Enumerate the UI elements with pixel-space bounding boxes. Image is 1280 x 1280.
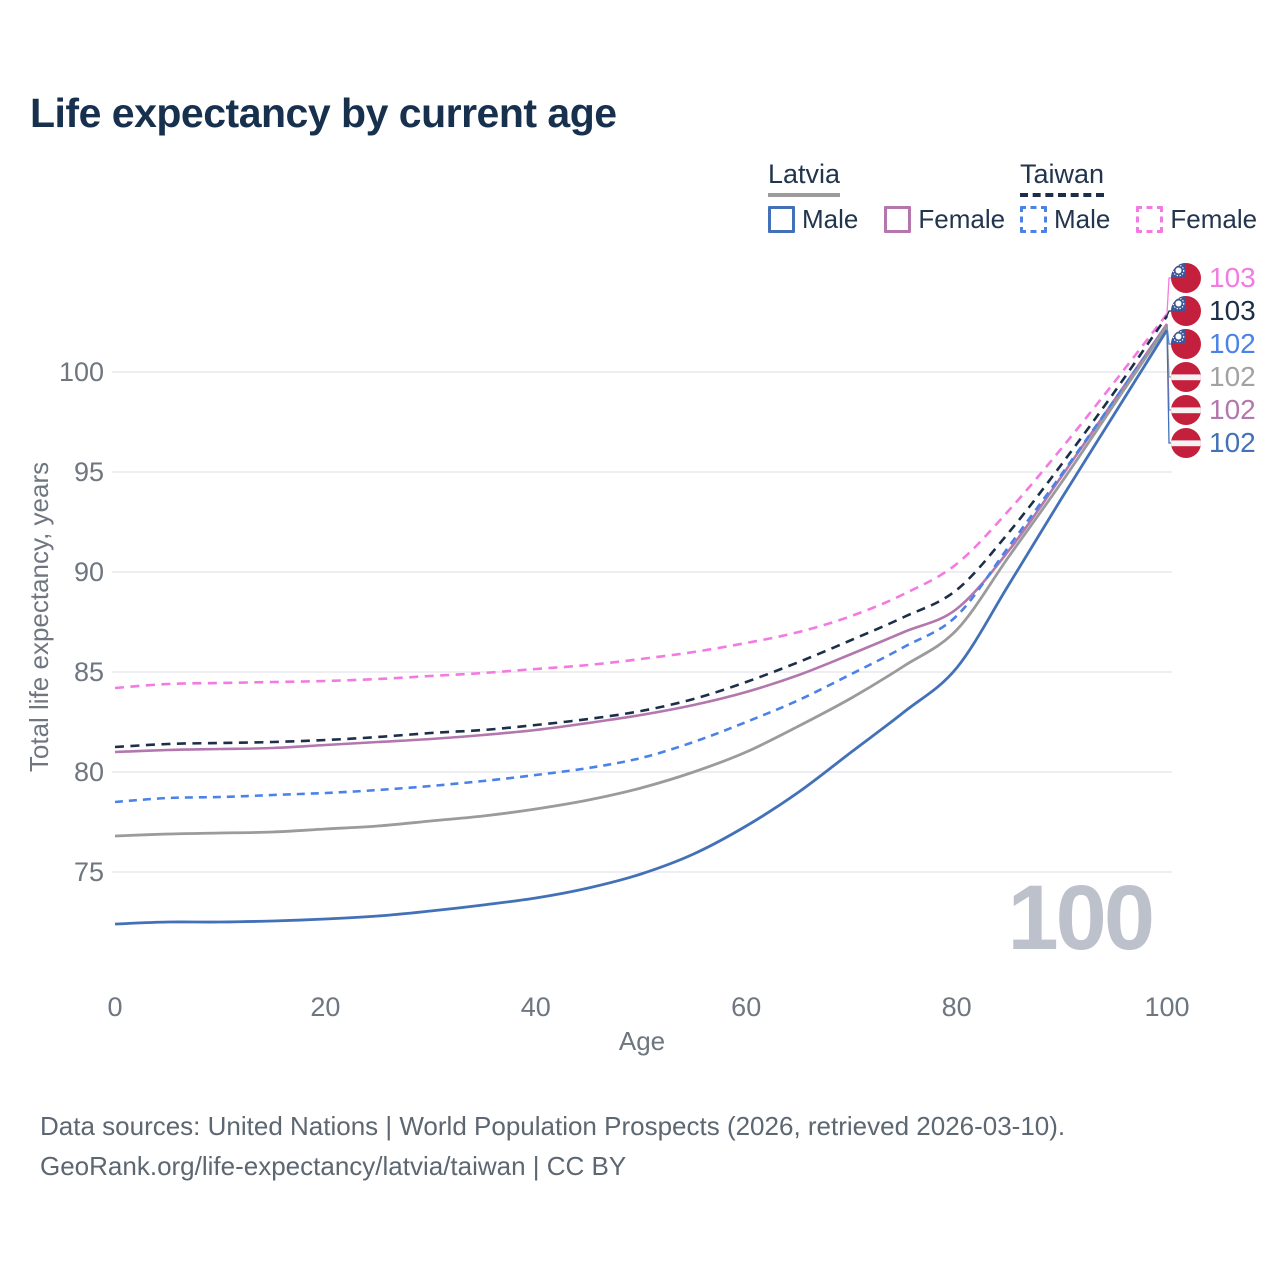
series-lines (114, 313, 1169, 926)
legend-item-taiwan-male[interactable]: Male (1020, 204, 1111, 235)
x-tick-labels: 0 20 40 60 80 100 (107, 992, 1189, 1022)
x-tick-label: 20 (310, 992, 340, 1022)
legend-label: Male (802, 204, 859, 235)
y-tick-label: 95 (74, 457, 104, 487)
legend-label: Female (1170, 204, 1258, 235)
x-tick-label: 40 (521, 992, 551, 1022)
latvia-female-swatch-icon (884, 205, 912, 233)
series-line-latvia-male[interactable] (114, 329, 1169, 926)
taiwan-female-swatch-icon (1136, 205, 1164, 233)
series-line-taiwan-female[interactable] (114, 313, 1169, 690)
legend-group-latvia: Latvia Male Female (768, 159, 1031, 235)
taiwan-male-swatch-icon (1020, 205, 1047, 233)
y-tick-labels: 75 80 85 90 95 100 (59, 357, 104, 887)
legend-item-latvia-female[interactable]: Female (884, 204, 1006, 235)
series-line-taiwan-male[interactable] (114, 325, 1169, 804)
x-axis-title: Age (619, 1026, 665, 1056)
x-tick-label: 80 (942, 992, 972, 1022)
y-tick-label: 85 (74, 657, 104, 687)
y-gridlines (112, 371, 1172, 873)
series-line-latvia-both-sexes[interactable] (114, 325, 1169, 838)
series-line-latvia-female[interactable] (114, 323, 1169, 754)
y-tick-label: 90 (74, 557, 104, 587)
legend-item-taiwan-female[interactable]: Female (1136, 204, 1258, 235)
legend-header-taiwan: Taiwan (1020, 159, 1105, 197)
footer: Data sources: United Nations | World Pop… (40, 1106, 1240, 1187)
footer-attribution: GeoRank.org/life-expectancy/latvia/taiwa… (40, 1151, 627, 1182)
footer-sources: Data sources: United Nations | World Pop… (40, 1111, 1066, 1141)
x-tick-label: 100 (1144, 992, 1189, 1022)
connector-line (1166, 310, 1175, 317)
legend-label: Female (918, 204, 1006, 235)
x-tick-label: 0 (107, 992, 122, 1022)
legend-item-latvia-male[interactable]: Male (768, 204, 859, 235)
series-line-taiwan-both-sexes[interactable] (114, 315, 1169, 749)
y-tick-label: 100 (59, 357, 104, 387)
page-title: Life expectancy by current age (30, 90, 617, 136)
label-connector-lines (1166, 277, 1175, 444)
age-watermark: 100 (1007, 867, 1156, 969)
y-tick-label: 75 (74, 857, 104, 887)
y-tick-label: 80 (74, 757, 104, 787)
y-axis-title: Total life expectancy, years (24, 462, 54, 772)
x-tick-label: 60 (731, 992, 761, 1022)
latvia-male-swatch-icon (768, 205, 795, 233)
legend-group-taiwan: Taiwan Male Female (1020, 159, 1280, 235)
legend-label: Male (1054, 204, 1111, 235)
connector-line (1166, 277, 1175, 315)
legend-header-latvia: Latvia (768, 159, 841, 197)
